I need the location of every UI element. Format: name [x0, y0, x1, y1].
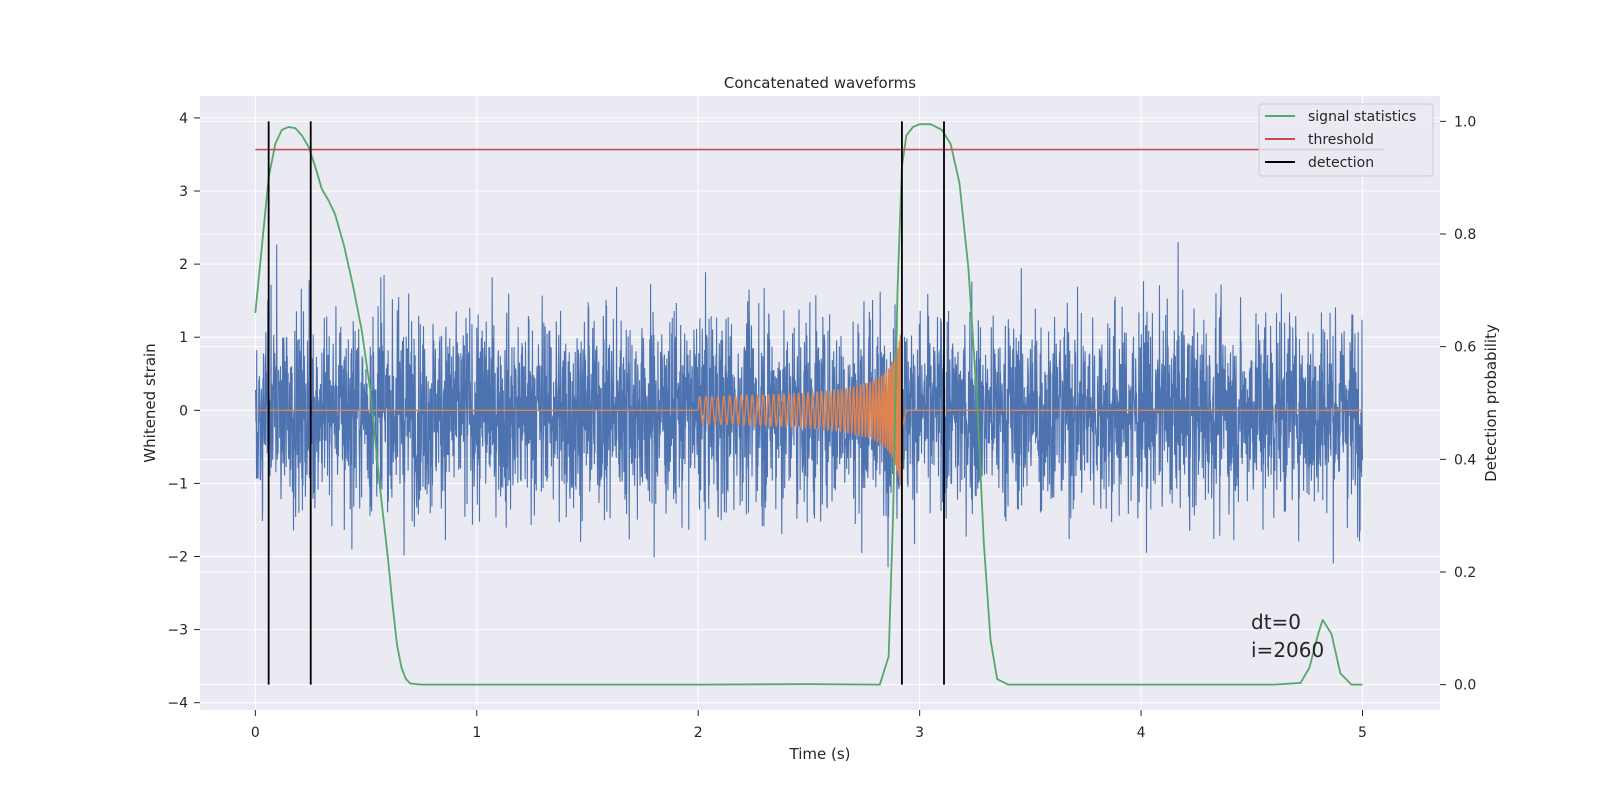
- x-tick-label-5: 5: [1358, 725, 1367, 741]
- y-right-tick-label-2: 0.6: [1454, 340, 1476, 356]
- y-tick-label-7: −3: [167, 623, 188, 639]
- x-tick-label-4: 4: [1137, 725, 1146, 741]
- noise-trace: [254, 242, 1364, 568]
- legend-label-detection: detection: [1308, 155, 1374, 171]
- y-tick-label-6: −2: [167, 550, 188, 566]
- legend-box: [1258, 103, 1434, 177]
- right-axis-ticks: 1.0 0.8 0.6 0.4 0.2 0.0: [1440, 114, 1476, 694]
- signal-statistics-line: [254, 123, 1363, 686]
- noise-series: [254, 242, 1364, 568]
- y-tick-label-1: 3: [179, 184, 188, 200]
- y-tick-label-3: 1: [179, 330, 188, 346]
- x-axis-ticks: 0 1 2 3 4 5: [251, 710, 1367, 741]
- y-tick-label-4: 0: [179, 403, 188, 419]
- signal-statistics-series: [254, 123, 1363, 686]
- legend-label-threshold: threshold: [1308, 132, 1374, 148]
- y-right-tick-label-4: 0.2: [1454, 565, 1476, 581]
- chirp-trace: [255, 334, 1363, 486]
- y-axis-right-label: Detection probability: [1482, 324, 1500, 482]
- y-right-tick-label-1: 0.8: [1454, 227, 1476, 243]
- y-right-tick-label-5: 0.0: [1454, 678, 1476, 694]
- y-tick-label-8: −4: [167, 696, 188, 712]
- left-axis-ticks: 4 3 2 1 0 −1 −2 −3 −4: [167, 111, 200, 712]
- x-tick-label-3: 3: [915, 725, 924, 741]
- y-right-tick-label-3: 0.4: [1454, 452, 1476, 468]
- x-tick-label-1: 1: [472, 725, 481, 741]
- y-axis-label: Whitened strain: [141, 343, 159, 462]
- x-axis-label: Time (s): [789, 745, 851, 763]
- detection-lines: [267, 121, 945, 685]
- annotation: dt=0 i=2060: [1251, 610, 1324, 662]
- y-right-tick-label-0: 1.0: [1454, 114, 1476, 130]
- annotation-dt: dt=0: [1251, 610, 1301, 634]
- chart-title: Concatenated waveforms: [724, 74, 916, 92]
- y-tick-label-5: −1: [167, 476, 188, 492]
- y-tick-label-0: 4: [179, 111, 188, 127]
- legend-label-signal-statistics: signal statistics: [1308, 109, 1416, 125]
- chirp-series: [255, 334, 1363, 486]
- x-tick-label-0: 0: [251, 725, 260, 741]
- x-tick-label-2: 2: [694, 725, 703, 741]
- legend: signal statistics threshold detection: [1258, 103, 1434, 177]
- y-tick-label-2: 2: [179, 257, 188, 273]
- annotation-i: i=2060: [1251, 638, 1324, 662]
